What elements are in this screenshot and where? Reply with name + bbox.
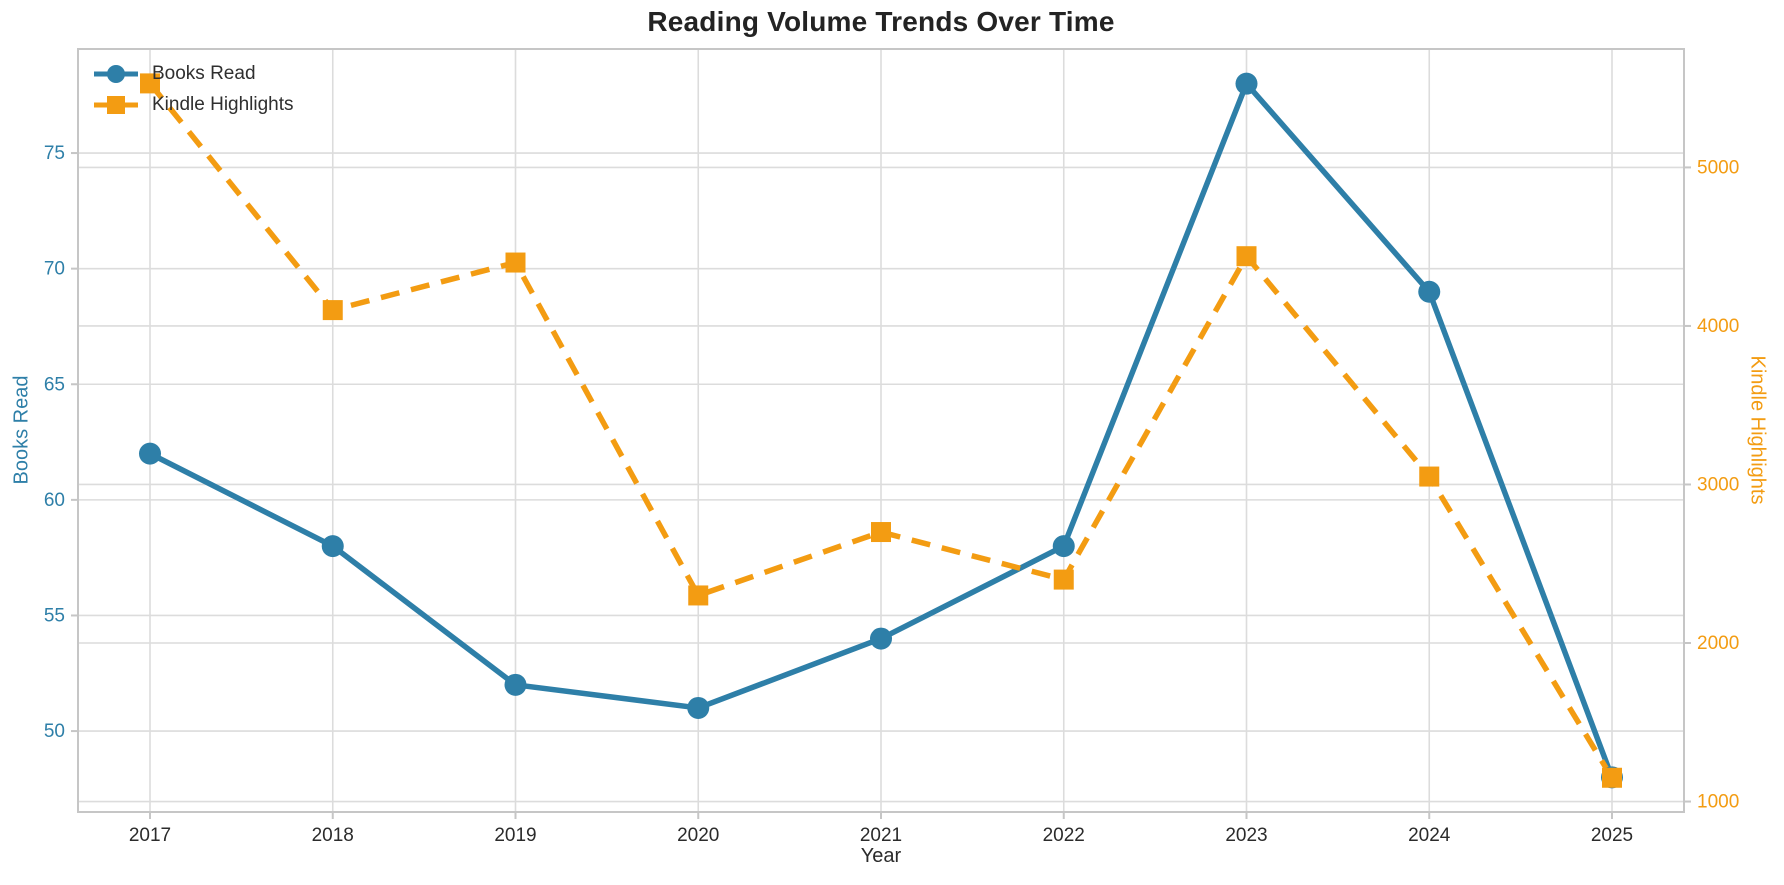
x-tick-label: 2017 [129,825,171,846]
kindle-highlights-line [147,81,1615,780]
books-read-marker [1052,535,1075,558]
left-tick-label: 60 [44,490,65,511]
legend-label-kindle-highlights: Kindle Highlights [152,93,294,115]
kindle-highlights-marker [1053,569,1074,590]
books-read-marker [139,442,161,465]
x-tick-label: 2020 [677,825,719,846]
kindle-highlights-marker [322,300,343,321]
kindle-highlights-marker [871,522,891,543]
books-read-marker [1235,72,1258,95]
books-read-marker [504,673,527,696]
legend-item-kindle-highlights: Kindle Highlights [92,89,294,120]
left-tick-label: 55 [44,605,65,626]
left-tick-label: 50 [44,721,65,742]
kindle-highlights-marker [688,585,709,606]
left-tick-label: 70 [44,259,65,280]
kindle-highlights-legend-swatch [94,95,138,114]
x-tick-label: 2022 [1043,825,1085,846]
kindle-highlights-marker [1236,246,1257,267]
kindle-highlights-marker [140,73,160,94]
legend: Books Read Kindle Highlights [92,58,294,120]
right-tick-label: 2000 [1697,633,1739,654]
x-tick-label: 2021 [860,825,902,846]
legend-label-books-read: Books Read [152,62,256,84]
right-tick-label: 5000 [1697,157,1739,178]
books-read-marker [321,535,344,558]
x-tick-label: 2019 [494,825,536,846]
kindle-highlights-marker [505,252,526,273]
right-tick-label: 1000 [1697,792,1739,813]
right-tick-label: 4000 [1697,316,1739,337]
chart-title: Reading Volume Trends Over Time [647,6,1115,37]
books-read-legend-swatch [94,64,138,83]
x-tick-label: 2024 [1408,825,1451,846]
x-tick-label: 2025 [1591,825,1633,846]
left-tick-label: 75 [44,143,65,164]
kindle-highlights-marker [1602,767,1622,788]
x-tick-label: 2018 [312,825,354,846]
kindle-highlights-marker [1419,466,1440,487]
right-tick-label: 3000 [1697,474,1739,495]
books-read-marker [870,627,892,650]
x-axis-title: Year [860,845,902,867]
x-tick-label: 2023 [1225,825,1267,846]
books-read-marker [687,696,710,719]
legend-item-books-read: Books Read [92,58,294,89]
left-tick-label: 65 [44,374,65,395]
books-read-marker [1418,280,1441,303]
